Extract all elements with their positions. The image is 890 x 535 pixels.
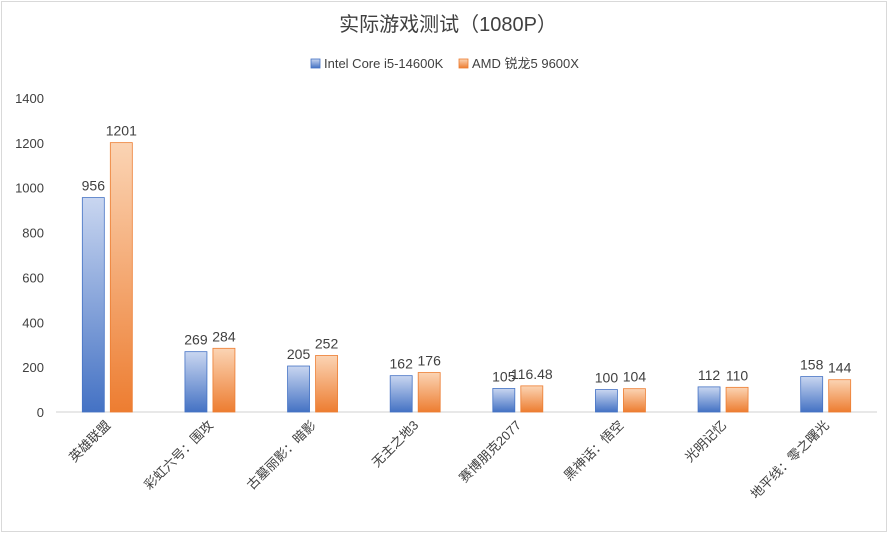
data-label-intel: 205 — [287, 346, 311, 362]
data-label-intel: 162 — [390, 356, 414, 372]
y-tick-label: 600 — [22, 270, 44, 285]
legend-label-intel: Intel Core i5-14600K — [324, 56, 444, 71]
y-tick-label: 200 — [22, 360, 44, 375]
x-tick-label: 地平线：零之曙光 — [748, 418, 832, 502]
bar-amd — [212, 347, 236, 413]
data-label-intel: 158 — [800, 357, 824, 373]
x-tick-label: 英雄联盟 — [66, 418, 113, 465]
data-label-intel: 105 — [492, 368, 516, 384]
bar-amd — [623, 388, 646, 413]
data-label-amd: 110 — [726, 367, 749, 383]
data-label-amd: 1201 — [106, 123, 137, 139]
bar-intel — [81, 197, 105, 413]
bar-intel — [697, 386, 721, 413]
data-label-amd: 252 — [315, 335, 339, 351]
data-label-amd: 104 — [623, 369, 647, 385]
data-label-amd: 284 — [212, 328, 236, 344]
data-label-amd: 116.48 — [511, 366, 553, 382]
x-tick-label: 赛博朋克2077 — [456, 418, 524, 486]
y-axis: 0 200 400 600 800 1000 1200 1400 — [15, 91, 44, 420]
x-tick-label: 黑神话：悟空 — [561, 418, 627, 484]
bar-intel — [595, 389, 618, 413]
bar-intel — [800, 376, 824, 413]
legend-label-amd: AMD 锐龙5 9600X — [472, 56, 579, 71]
bar-intel — [389, 375, 413, 413]
legend-swatch-intel — [310, 58, 321, 69]
bar-amd — [417, 372, 441, 413]
y-tick-label: 1400 — [15, 91, 44, 106]
y-tick-label: 1000 — [15, 181, 44, 196]
data-label-amd: 176 — [418, 353, 442, 369]
bar-intel — [287, 365, 310, 413]
x-tick-label: 无主之地3 — [369, 418, 421, 470]
y-tick-label: 1200 — [15, 136, 44, 151]
bar-intel — [492, 388, 516, 413]
bar-amd — [109, 142, 133, 413]
x-tick-label: 彩虹六号：围攻 — [141, 418, 216, 493]
x-tick-label: 光明记忆 — [682, 418, 729, 465]
data-label-intel: 956 — [82, 178, 106, 194]
data-label-amd: 144 — [828, 360, 852, 376]
y-tick-label: 0 — [37, 405, 44, 420]
legend: Intel Core i5-14600K AMD 锐龙5 9600X — [310, 56, 579, 71]
data-label-intel: 112 — [698, 367, 721, 383]
y-tick-label: 800 — [22, 226, 44, 241]
bar-amd — [520, 385, 544, 413]
bar-amd — [315, 355, 338, 413]
bar-intel — [184, 351, 208, 413]
legend-swatch-amd — [458, 58, 469, 69]
x-axis: 英雄联盟 彩虹六号：围攻 古墓丽影：暗影 无主之地3 赛博朋克2077 黑神话：悟空 光明记… — [66, 418, 832, 502]
x-tick-label: 古墓丽影：暗影 — [244, 418, 319, 493]
chart-title: 实际游戏测试（1080P） — [339, 13, 557, 36]
y-tick-label: 400 — [22, 315, 44, 330]
data-label-intel: 269 — [184, 332, 208, 348]
bar-amd — [725, 386, 749, 413]
bar-amd — [828, 379, 852, 413]
data-label-intel: 100 — [595, 370, 619, 386]
